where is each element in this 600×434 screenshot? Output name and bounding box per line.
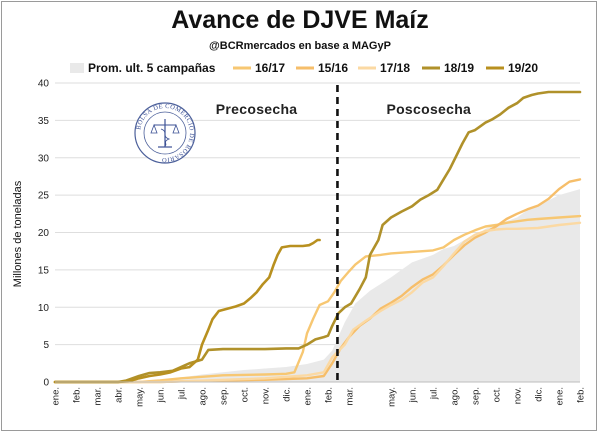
x-tick-label: jun. (156, 387, 167, 403)
annotations: Precosecha Poscosecha (216, 101, 471, 117)
x-tick-labels: ene. feb. mar. abr. may. jun. jul. ago. sep. oct.… (51, 387, 587, 407)
legend-label: 15/16 (318, 61, 348, 75)
x-tick-label: sep. (219, 387, 230, 405)
x-tick-label: jul. (429, 387, 440, 400)
y-tick-label: 25 (38, 191, 50, 202)
x-tick-label: mar. (345, 387, 356, 405)
x-tick-label: may. (387, 387, 398, 407)
y-axis-label: Millones de toneladas (12, 180, 24, 287)
y-tick-label: 0 (43, 378, 49, 389)
x-tick-label: oct. (240, 387, 251, 402)
x-tick-label: feb. (576, 387, 587, 403)
x-tick-label: dic. (282, 387, 293, 402)
x-tick-label: nov. (513, 387, 524, 404)
x-tick-label: nov. (261, 387, 272, 404)
legend-label: Prom. ult. 5 campañas (88, 61, 216, 75)
axes (55, 85, 580, 383)
average-area (55, 189, 580, 382)
legend: Prom. ult. 5 campañas 16/17 15/16 17/18 18/1… (70, 61, 538, 75)
x-tick-label: jun. (408, 387, 419, 403)
series-lines (53, 90, 582, 384)
x-tick-label: abr. (114, 387, 125, 403)
chart-title: Avance de DJVE Maíz (171, 6, 429, 34)
bolsa-de-comercio-de-rosario-seal: BOLSA DE COMERCIO DE ROSARIO (134, 102, 196, 164)
legend-label: 17/18 (380, 61, 410, 75)
x-tick-label: ago. (198, 387, 209, 406)
x-tick-label: sep. (471, 387, 482, 405)
x-tick-label: feb. (324, 387, 335, 403)
y-tick-labels: 0 5 10 15 20 25 30 35 40 (38, 79, 50, 389)
x-tick-label: jul. (177, 387, 188, 400)
x-tick-label: oct. (492, 387, 503, 402)
x-tick-label: feb. (72, 387, 83, 403)
area-prom-ult-5-campanas (55, 189, 580, 382)
x-tick-label: dic. (534, 387, 545, 402)
annotation-poscosecha: Poscosecha (386, 101, 471, 117)
x-tick-label: ene. (555, 387, 566, 406)
x-tick-label: ene. (51, 387, 62, 406)
legend-label: 16/17 (255, 61, 285, 75)
series-line-17-18 (53, 221, 582, 384)
legend-label: 18/19 (444, 61, 474, 75)
y-tick-label: 5 (43, 340, 49, 351)
y-tick-label: 40 (38, 79, 50, 90)
y-tick-label: 20 (38, 228, 50, 239)
x-tick-label: may. (135, 387, 146, 407)
y-tick-label: 35 (38, 116, 50, 127)
y-tick-label: 30 (38, 153, 50, 164)
annotation-precosecha: Precosecha (216, 101, 298, 117)
y-tick-label: 10 (38, 303, 50, 314)
series-line-15-16 (53, 178, 582, 384)
x-tick-label: ago. (450, 387, 461, 406)
series-line-19-20 (53, 238, 321, 384)
chart-subtitle: @BCRmercados en base a MAGyP (209, 40, 391, 52)
x-tick-label: mar. (93, 387, 104, 405)
x-tick-label: ene. (303, 387, 314, 406)
y-tick-label: 15 (38, 265, 50, 276)
legend-label: 19/20 (508, 61, 538, 75)
legend-swatch-area (70, 63, 84, 73)
